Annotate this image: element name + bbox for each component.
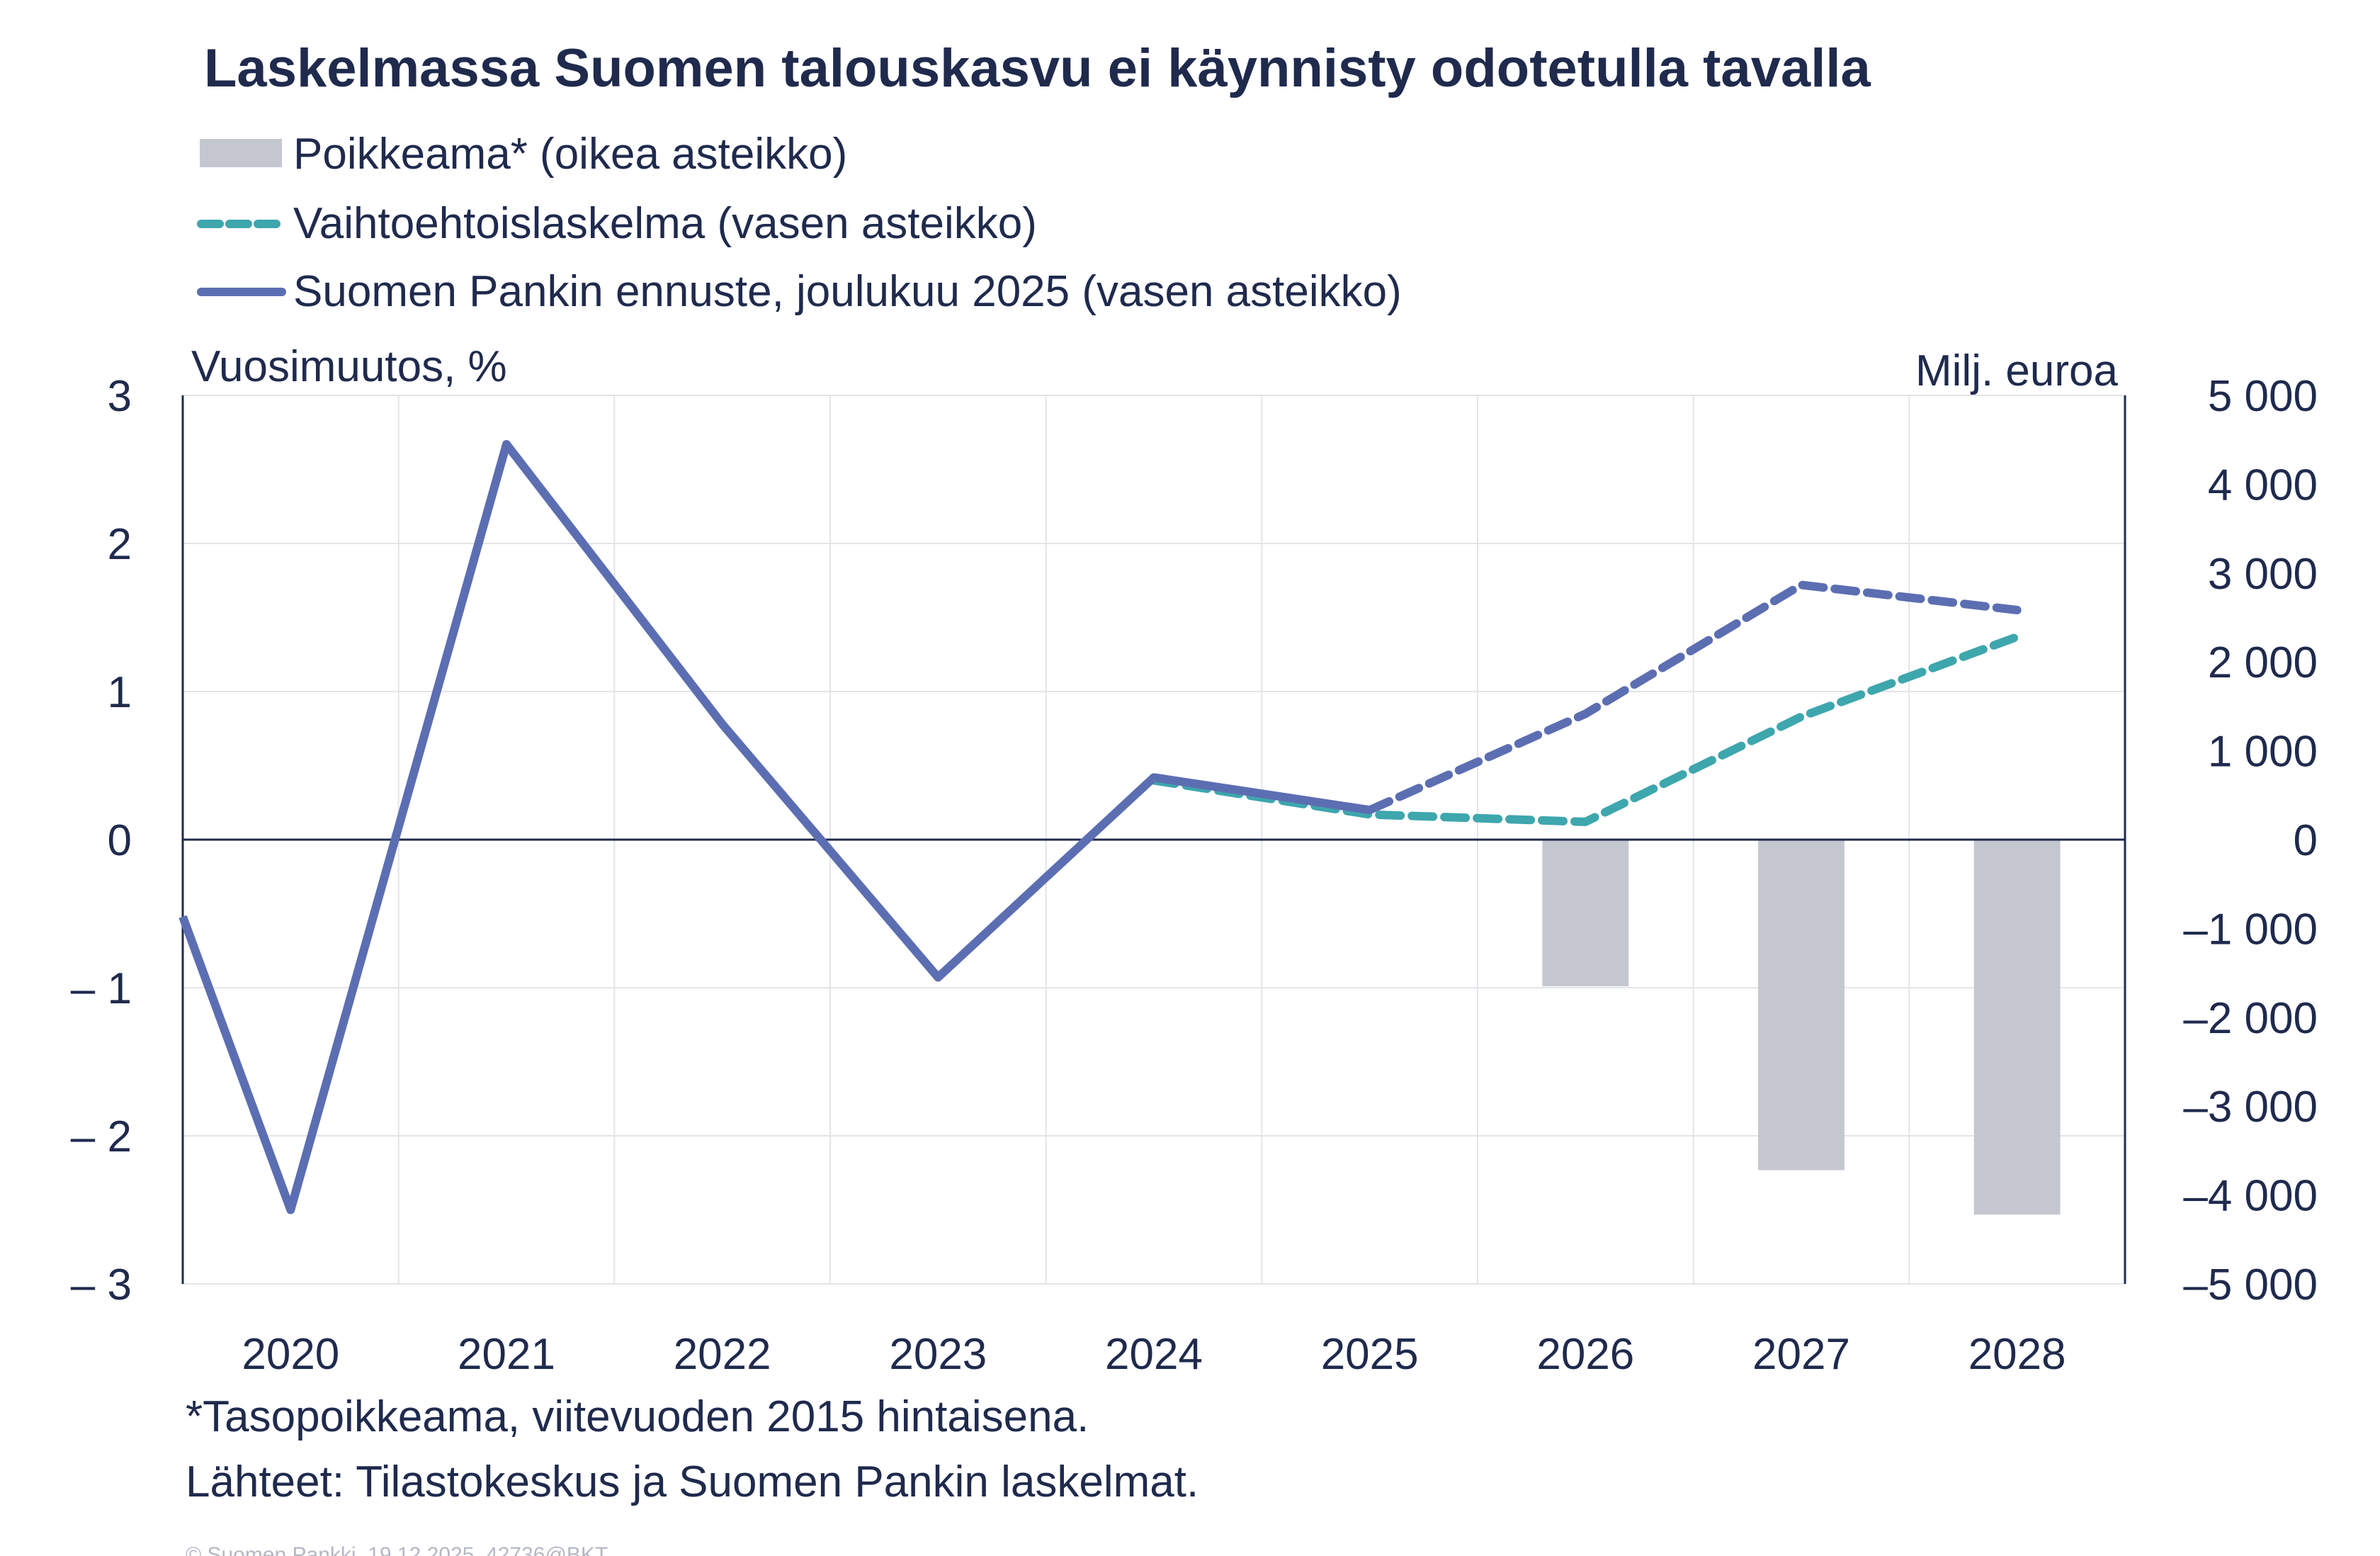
y-left-axis-title: Vuosimuutos, %	[191, 342, 507, 391]
y-left-tick: – 2	[71, 1112, 132, 1161]
bar-series-deviation	[1542, 840, 2061, 1215]
x-tick-2026: 2026	[1536, 1330, 1634, 1379]
legend: Poikkeama* (oikea asteikko) Vaihtoehtois…	[197, 130, 1402, 316]
line-forecast-dashed	[1365, 580, 2022, 815]
legend-label-alternative: Vaihtoehtoislaskelma (vasen asteikko)	[293, 199, 1037, 248]
footnote: *Tasopoikkeama, viitevuoden 2015 hintais…	[186, 1392, 1089, 1441]
forecast-point-2026	[1585, 713, 1587, 715]
x-tick-labels: 2020 2021 2022 2023 2024 2025 2026 2027 2028	[242, 1330, 2066, 1379]
chart-title: Laskelmassa Suomen talouskasvu ei käynni…	[204, 38, 1871, 98]
x-tick-2021: 2021	[458, 1330, 555, 1379]
x-tick-2024: 2024	[1105, 1330, 1203, 1379]
forecast-point-2021	[506, 443, 507, 445]
y-right-tick: 3 000	[2208, 550, 2318, 599]
forecast-point-2025	[1368, 809, 1371, 811]
bar-2028	[1973, 840, 2061, 1215]
legend-label-forecast: Suomen Pankin ennuste, joulukuu 2025 (va…	[293, 267, 1402, 316]
y-right-tick: –1 000	[2183, 905, 2318, 954]
y-left-tick: 0	[108, 816, 132, 865]
axes	[181, 395, 2126, 1284]
y-right-axis-title: Milj. euroa	[1915, 346, 2119, 395]
y-right-tick: 4 000	[2208, 461, 2318, 509]
y-left-tick-labels: 3 2 1 0 – 1 – 2 – 3	[71, 372, 132, 1309]
y-right-tick: 5 000	[2208, 372, 2318, 421]
forecast-point-2020	[290, 1209, 292, 1211]
forecast-point-2022	[721, 723, 723, 725]
x-tick-2022: 2022	[674, 1330, 771, 1379]
forecast-point-2028	[2016, 609, 2018, 611]
line-series	[178, 440, 2022, 1214]
copyright: © Suomen Pankki, 19.12.2025, 42736@BKT	[186, 1543, 608, 1556]
x-tick-2025: 2025	[1321, 1330, 1419, 1379]
bar-2026	[1542, 840, 1629, 986]
y-right-tick: 1 000	[2208, 728, 2318, 777]
alternative-point-2028	[2016, 636, 2018, 638]
alternative-point-2025	[1368, 813, 1371, 816]
forecast-point-2027	[1801, 584, 1802, 586]
y-right-tick-labels: 5 000 4 000 3 000 2 000 1 000 0 –1 000 –2 000 –3…	[2183, 372, 2318, 1309]
alternative-point-2024	[1153, 779, 1155, 782]
y-right-tick: 0	[2294, 816, 2318, 865]
y-right-tick: –3 000	[2183, 1083, 2318, 1132]
y-left-tick: 2	[108, 520, 132, 569]
bar-2027	[1758, 840, 1844, 1171]
y-right-tick: –2 000	[2183, 994, 2318, 1043]
line-forecast-solid	[178, 440, 1371, 1214]
x-tick-2027: 2027	[1752, 1330, 1850, 1379]
x-tick-2028: 2028	[1968, 1330, 2066, 1379]
y-right-tick: –4 000	[2183, 1172, 2318, 1221]
legend-swatch-deviation	[200, 139, 282, 167]
y-right-tick: 2 000	[2208, 638, 2318, 687]
legend-label-deviation: Poikkeama* (oikea asteikko)	[293, 130, 847, 179]
y-right-tick: –5 000	[2183, 1261, 2318, 1309]
x-tick-2023: 2023	[889, 1330, 987, 1379]
y-left-tick: – 1	[71, 964, 132, 1013]
forecast-point-2023	[937, 976, 939, 979]
source-note: Lähteet: Tilastokeskus ja Suomen Pankin …	[186, 1458, 1198, 1506]
y-left-tick: 3	[108, 372, 132, 421]
x-tick-2020: 2020	[242, 1330, 339, 1379]
forecast-point-2024	[1153, 777, 1155, 779]
alternative-point-2027	[1801, 716, 1802, 718]
y-left-tick: – 3	[71, 1261, 132, 1309]
y-left-tick: 1	[108, 668, 132, 717]
alternative-point-2026	[1585, 821, 1587, 823]
